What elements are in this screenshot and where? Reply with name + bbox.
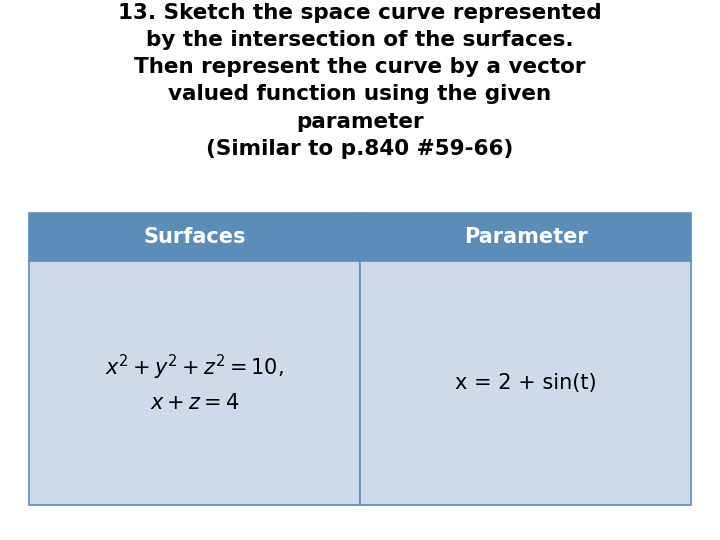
FancyBboxPatch shape: [360, 261, 691, 505]
Text: x = 2 + sin(t): x = 2 + sin(t): [455, 373, 596, 393]
FancyBboxPatch shape: [29, 261, 360, 505]
Text: 13. Sketch the space curve represented
by the intersection of the surfaces.
Then: 13. Sketch the space curve represented b…: [118, 3, 602, 159]
FancyBboxPatch shape: [360, 213, 691, 261]
Text: $x^2 + y^2 + z^2 = 10,$
$x + z = 4$: $x^2 + y^2 + z^2 = 10,$ $x + z = 4$: [105, 353, 284, 413]
Text: Parameter: Parameter: [464, 227, 588, 247]
FancyBboxPatch shape: [29, 213, 360, 261]
Text: Surfaces: Surfaces: [143, 227, 246, 247]
